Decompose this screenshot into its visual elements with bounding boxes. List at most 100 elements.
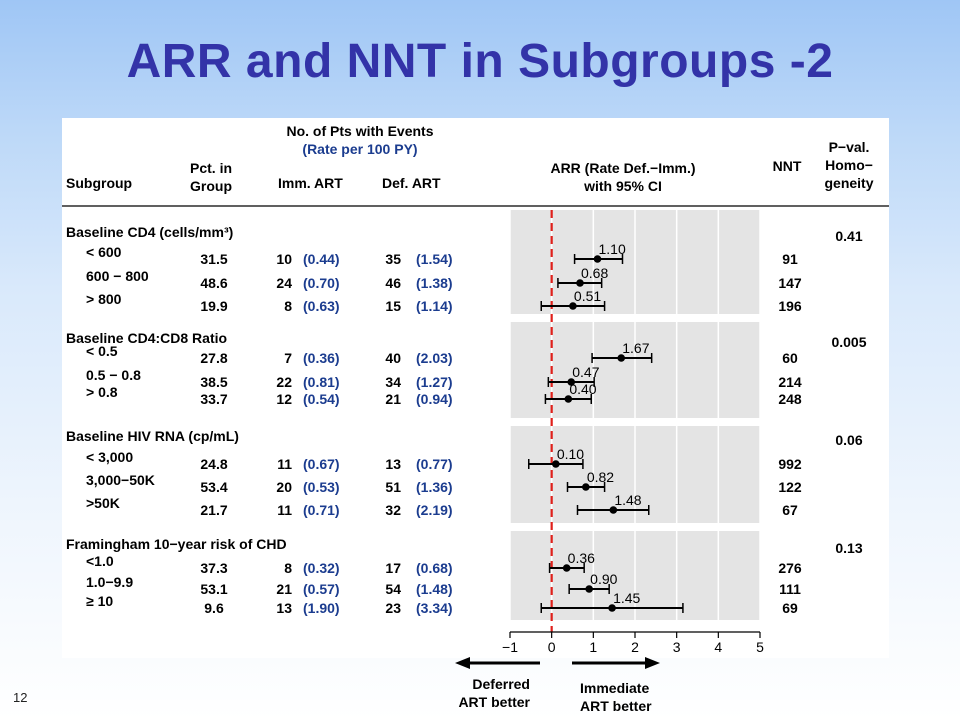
row-nnt: 214 (778, 374, 802, 390)
group-pval: 0.005 (831, 334, 866, 350)
row-pct: 33.7 (200, 391, 227, 407)
arr-label: 0.36 (568, 550, 595, 566)
row-label: 600 − 800 (86, 268, 149, 284)
x-tick-label: 3 (673, 639, 681, 655)
row-imm-rate: (0.53) (303, 479, 340, 495)
row-def-rate: (3.34) (416, 600, 453, 616)
arr-point (593, 255, 602, 263)
arr-label: 0.51 (574, 288, 601, 304)
row-label: > 800 (86, 291, 122, 307)
immediate-label-line1: Immediate (580, 680, 649, 696)
header-pct-line2: Group (190, 178, 232, 194)
x-tick-label: 5 (756, 639, 764, 655)
row-imm-n: 8 (284, 298, 292, 314)
group-label: Baseline CD4 (cells/mm³) (66, 224, 233, 240)
row-def-rate: (1.54) (416, 251, 453, 267)
row-def-rate: (1.27) (416, 374, 453, 390)
arr-point (576, 279, 584, 287)
row-def-rate: (1.36) (416, 479, 453, 495)
row-pct: 37.3 (200, 560, 227, 576)
row-label: < 0.5 (86, 343, 118, 359)
row-imm-n: 24 (276, 275, 292, 291)
row-imm-n: 7 (284, 350, 292, 366)
row-nnt: 67 (782, 502, 798, 518)
arr-label: 0.68 (581, 265, 608, 281)
immediate-label-line2: ART better (580, 698, 652, 714)
row-nnt: 276 (778, 560, 802, 576)
row-imm-n: 21 (276, 581, 292, 597)
row-def-n: 15 (385, 298, 401, 314)
row-label: 0.5 − 0.8 (86, 367, 141, 383)
row-imm-rate: (1.90) (303, 600, 340, 616)
row-imm-rate: (0.54) (303, 391, 340, 407)
row-pct: 31.5 (200, 251, 227, 267)
group-label: Baseline HIV RNA (cp/mL) (66, 428, 239, 444)
arr-point (582, 483, 590, 491)
deferred-arrow-head (455, 657, 470, 669)
row-label: >50K (86, 495, 120, 511)
arr-point (567, 378, 576, 386)
row-imm-n: 12 (276, 391, 292, 407)
deferred-label-line2: ART better (458, 694, 530, 710)
arr-label: 0.47 (572, 364, 599, 380)
row-nnt: 992 (778, 456, 802, 472)
row-label: <1.0 (86, 553, 114, 569)
row-imm-n: 11 (277, 502, 292, 518)
arr-point (569, 302, 577, 310)
row-label: ≥ 10 (86, 593, 113, 609)
row-def-n: 40 (385, 350, 401, 366)
row-pct: 53.1 (200, 581, 227, 597)
row-def-rate: (1.14) (416, 298, 453, 314)
x-axis: −1 0 1 2 3 4 5 (502, 631, 764, 655)
row-def-n: 35 (385, 251, 401, 267)
row-nnt: 248 (778, 391, 802, 407)
row-def-n: 23 (385, 600, 401, 616)
row-imm-rate: (0.32) (303, 560, 340, 576)
group-pval: 0.41 (835, 228, 862, 244)
group-label: Baseline CD4:CD8 Ratio (66, 330, 227, 346)
group-label: Framingham 10−year risk of CHD (66, 536, 287, 552)
arr-label: 0.82 (587, 469, 614, 485)
row-def-n: 17 (385, 560, 401, 576)
row-label: > 0.8 (86, 384, 118, 400)
arr-point (609, 506, 618, 514)
row-def-rate: (1.48) (416, 581, 453, 597)
row-nnt: 122 (778, 479, 802, 495)
row-def-rate: (1.38) (416, 275, 453, 291)
header-def-art: Def. ART (382, 175, 441, 191)
arr-label: 0.90 (590, 571, 617, 587)
row-imm-n: 20 (276, 479, 292, 495)
slide-number: 12 (13, 690, 28, 705)
subgroup-rows: Baseline CD4 (cells/mm³) 0.41 < 600 31.5 10 (… (66, 224, 867, 616)
row-def-rate: (0.94) (416, 391, 453, 407)
x-tick-label: 2 (631, 639, 639, 655)
row-label: < 600 (86, 244, 122, 260)
row-nnt: 147 (778, 275, 802, 291)
arr-label: 1.45 (613, 590, 640, 606)
row-def-n: 46 (385, 275, 401, 291)
group-pval: 0.13 (835, 540, 862, 556)
header-imm-art: Imm. ART (278, 175, 343, 191)
row-pct: 38.5 (200, 374, 227, 390)
row-pct: 27.8 (200, 350, 227, 366)
x-tick-label: −1 (502, 639, 518, 655)
row-imm-rate: (0.67) (303, 456, 340, 472)
header-arr-line1: ARR (Rate Def.−Imm.) (550, 160, 695, 176)
row-def-n: 32 (385, 502, 401, 518)
row-nnt: 111 (779, 581, 801, 597)
header-events-line2: (Rate per 100 PY) (302, 141, 417, 157)
row-imm-rate: (0.44) (303, 251, 340, 267)
row-pct: 21.7 (200, 502, 227, 518)
group-pval: 0.06 (835, 432, 862, 448)
arr-label: 1.67 (622, 340, 649, 356)
arr-label: 1.48 (614, 492, 641, 508)
header-pval-line2: Homo− (825, 157, 873, 173)
row-imm-n: 8 (284, 560, 292, 576)
header-events-line1: No. of Pts with Events (286, 123, 433, 139)
row-label: < 3,000 (86, 449, 133, 465)
row-imm-n: 22 (276, 374, 292, 390)
arr-point (552, 460, 560, 468)
row-pct: 19.9 (200, 298, 227, 314)
row-label: 1.0−9.9 (86, 574, 133, 590)
